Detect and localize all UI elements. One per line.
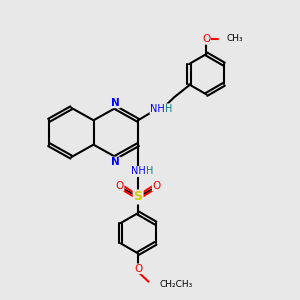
Text: O: O [134,264,142,274]
Text: CH₃: CH₃ [227,34,243,43]
Text: NH: NH [131,167,146,176]
Text: N: N [111,98,120,108]
Text: H: H [165,104,172,114]
Text: O: O [116,181,124,191]
Text: N: N [111,157,120,167]
Text: NH: NH [150,104,165,114]
Text: H: H [146,167,153,176]
Text: CH₂CH₃: CH₂CH₃ [160,280,193,289]
Text: O: O [202,34,211,44]
Text: O: O [152,181,161,191]
Text: S: S [134,190,142,203]
